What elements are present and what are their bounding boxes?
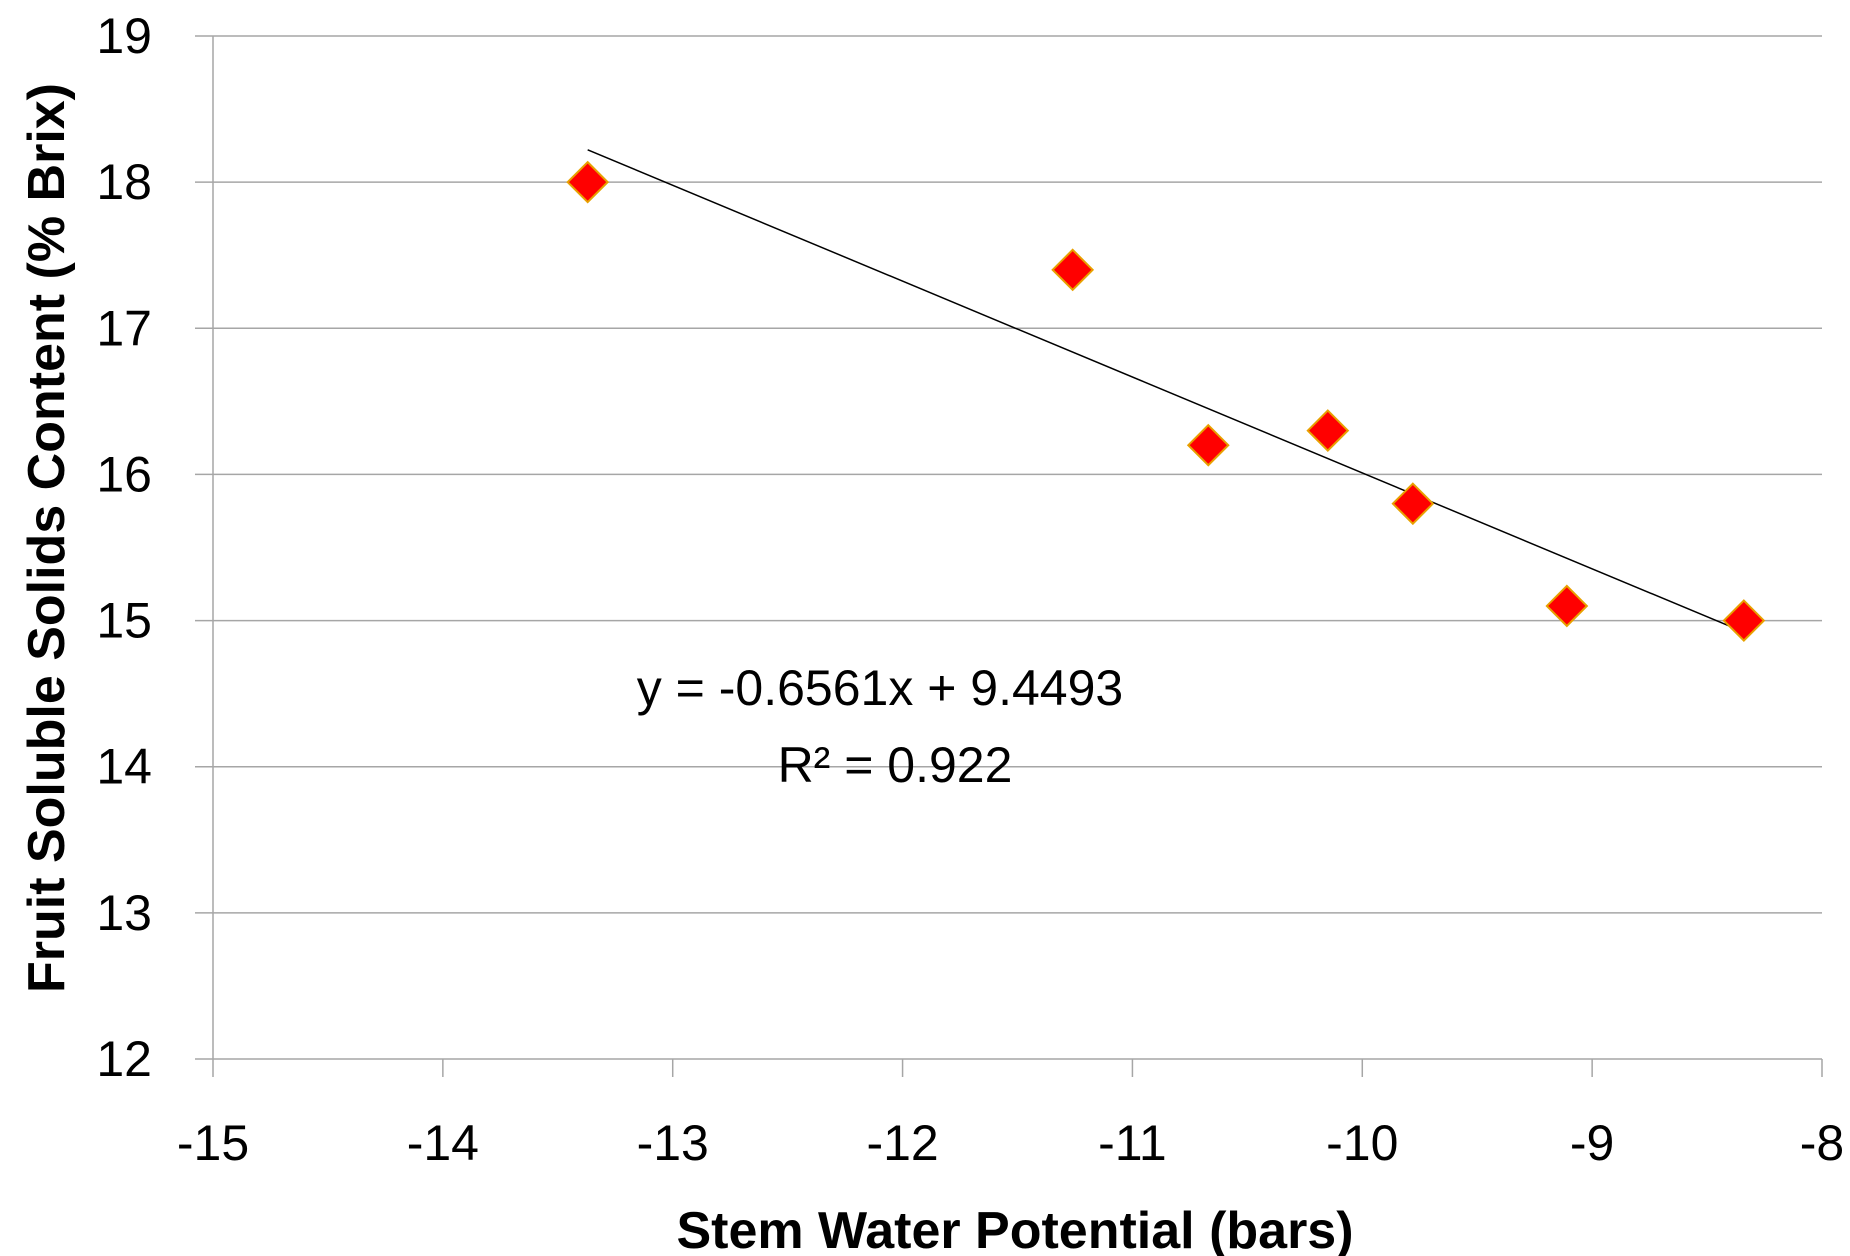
y-tick-label: 18: [96, 154, 152, 210]
trendline: [587, 149, 1745, 633]
data-point: [1391, 482, 1435, 526]
axes: [195, 35, 1823, 1077]
x-tick-label: -10: [1326, 1115, 1398, 1171]
data-point: [1186, 423, 1230, 467]
x-tick-label: -14: [407, 1115, 479, 1171]
trendline-equation: y = -0.6561x + 9.4493: [637, 660, 1123, 716]
y-tick-label: 14: [96, 739, 152, 795]
y-tick-label: 19: [96, 8, 152, 64]
x-tick-label: -8: [1800, 1115, 1844, 1171]
x-tick-label: -13: [637, 1115, 709, 1171]
data-point: [1051, 248, 1095, 292]
y-tick-label: 15: [96, 593, 152, 649]
grid-lines: [213, 35, 1822, 914]
r-squared-label: R² = 0.922: [778, 737, 1013, 793]
tick-labels: 12 13 14 15 16 17 18 19 -15 -14 -13 -12 -11 -10 -9 -8: [96, 8, 1844, 1171]
data-point: [1545, 584, 1589, 628]
y-tick-label: 13: [96, 885, 152, 941]
y-tick-label: 16: [96, 446, 152, 502]
y-axis-title: Fruit Soluble Solids Content (% Brix): [18, 83, 76, 993]
y-tick-label: 12: [96, 1031, 152, 1087]
data-point: [1306, 409, 1350, 452]
x-tick-label: -11: [1098, 1115, 1167, 1171]
y-tick-label: 17: [96, 300, 152, 356]
data-point: [1722, 599, 1766, 642]
data-points: [566, 160, 1766, 642]
x-tick-label: -15: [177, 1115, 249, 1171]
x-tick-label: -12: [866, 1115, 938, 1171]
x-axis-title: Stem Water Potential (bars): [676, 1202, 1353, 1256]
data-point: [566, 160, 610, 204]
x-tick-label: -9: [1570, 1115, 1614, 1171]
